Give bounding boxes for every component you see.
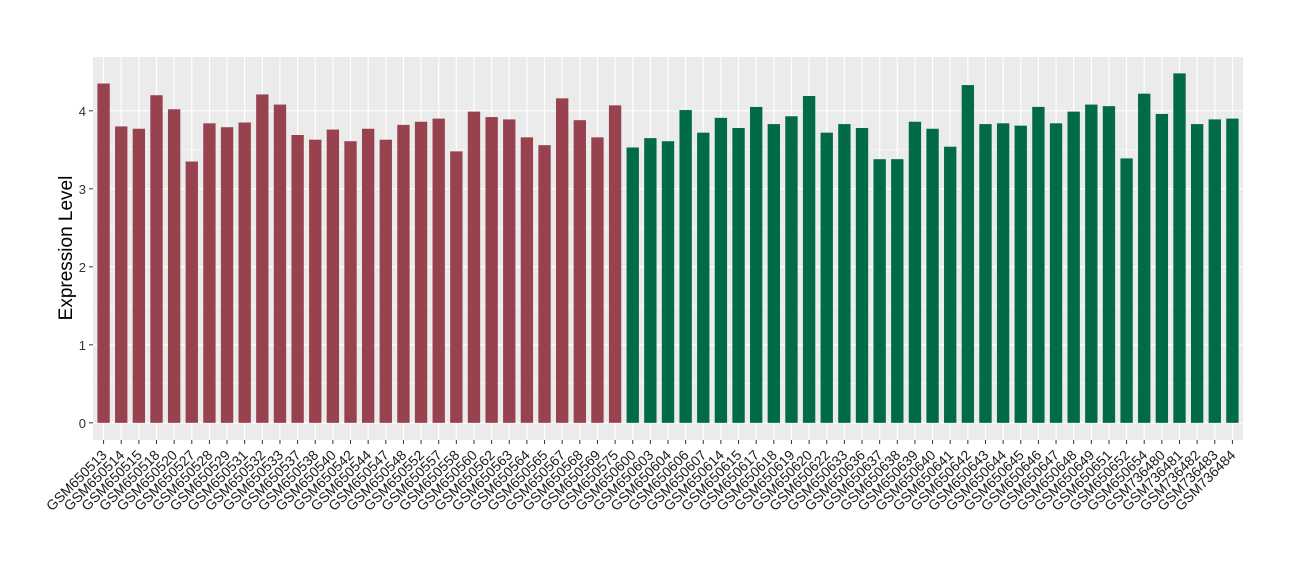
- bar: [961, 85, 975, 423]
- bar: [1049, 123, 1063, 423]
- bar: [820, 132, 833, 423]
- bar: [256, 94, 269, 423]
- bar: [326, 129, 340, 423]
- bar: [432, 118, 445, 423]
- bar: [697, 132, 710, 423]
- bar: [838, 124, 851, 423]
- bar: [450, 151, 463, 423]
- bar: [891, 159, 904, 423]
- bar: [855, 127, 869, 423]
- bar: [996, 123, 1010, 423]
- bar: [503, 119, 516, 423]
- bar: [908, 121, 922, 423]
- bar: [1120, 158, 1133, 423]
- bars: [97, 73, 1239, 423]
- bar: [714, 117, 728, 423]
- bar: [150, 95, 163, 423]
- bar: [802, 96, 816, 423]
- bar: [1085, 104, 1098, 423]
- bar: [926, 128, 939, 423]
- bar: [873, 159, 886, 423]
- bar: [397, 124, 410, 423]
- bar: [732, 127, 745, 423]
- bar: [750, 106, 763, 423]
- bar: [661, 141, 675, 423]
- bar: [203, 123, 216, 423]
- bar: [1226, 118, 1239, 423]
- bar: [1032, 106, 1045, 423]
- bar: [467, 111, 481, 423]
- bar: [132, 128, 146, 423]
- bar: [555, 98, 569, 423]
- bar: [679, 110, 692, 423]
- bar: [979, 124, 992, 423]
- bar: [591, 137, 604, 423]
- y-axis-title: Expression Level: [56, 176, 77, 321]
- bar: [538, 145, 551, 423]
- bar: [238, 122, 251, 423]
- bar: [944, 146, 957, 423]
- bar: [167, 109, 181, 423]
- bar: [1190, 124, 1204, 423]
- bar: [1155, 113, 1169, 423]
- bar: [291, 135, 304, 423]
- bar: [1014, 125, 1027, 423]
- y-tick-label: 1: [79, 338, 86, 353]
- bar: [309, 139, 322, 423]
- bar: [608, 105, 622, 423]
- y-tick-label: 3: [79, 182, 86, 197]
- bar: [1208, 119, 1221, 423]
- bar: [414, 121, 428, 423]
- bar: [1102, 106, 1116, 423]
- bar: [1067, 111, 1080, 423]
- bar: [626, 147, 639, 423]
- bar: [115, 126, 128, 423]
- bar: [644, 138, 657, 423]
- y-tick-label: 0: [79, 416, 86, 431]
- bar: [273, 104, 287, 423]
- y-tick-label: 2: [79, 260, 86, 275]
- bar: [344, 141, 357, 423]
- y-tick-label: 4: [79, 104, 86, 119]
- bar: [485, 117, 498, 423]
- bar: [361, 128, 375, 423]
- bar: [185, 161, 198, 423]
- bar: [97, 83, 110, 423]
- bar: [520, 137, 534, 423]
- bar: [785, 116, 798, 423]
- bar: [767, 124, 781, 423]
- bar: [220, 127, 234, 423]
- bar: [379, 139, 392, 423]
- bar: [1173, 73, 1186, 423]
- bar: [573, 120, 586, 423]
- bar: [1138, 93, 1151, 423]
